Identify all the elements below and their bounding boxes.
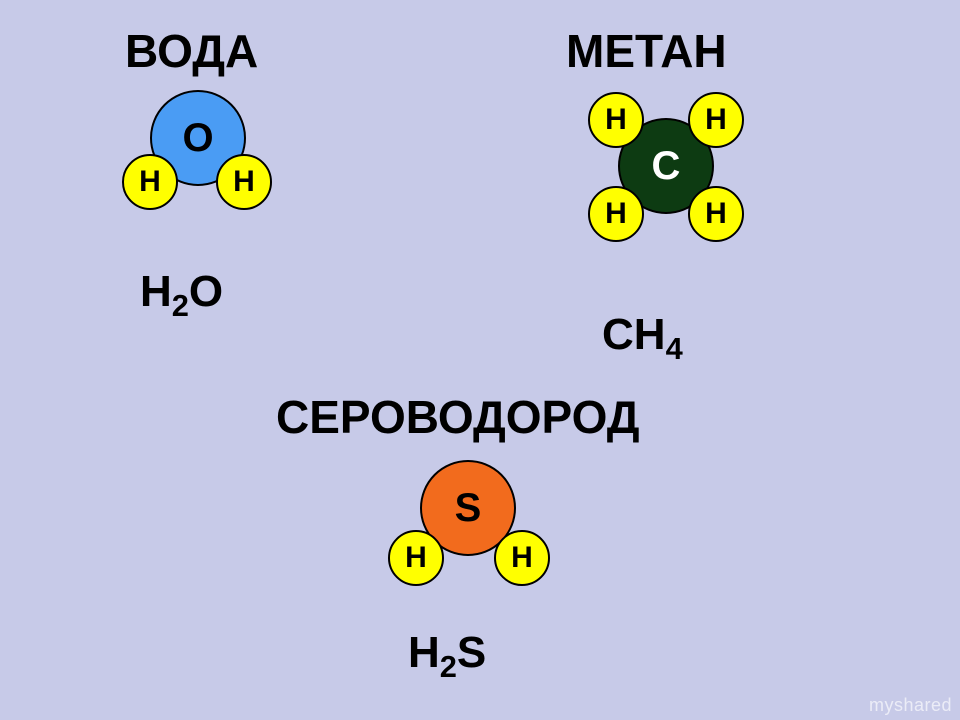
methane-molecule: C H H H H [570,86,770,266]
water-title: ВОДА [125,24,258,78]
h2s-title: СЕРОВОДОРОД [276,390,640,444]
formula-part: H [140,267,172,316]
watermark: myshared [869,695,952,716]
formula-part: S [457,628,486,677]
methane-title: МЕТАН [566,24,727,78]
water-hydrogen-atom: H [122,154,178,210]
formula-part: O [189,267,223,316]
methane-hydrogen-atom: H [588,92,644,148]
h2s-hydrogen-atom: H [388,530,444,586]
diagram-container: ВОДА O H H H2O МЕТАН C H H H H CH4 СЕРОВ… [0,0,960,720]
water-formula: H2O [140,267,223,324]
formula-subscript: 2 [440,649,457,684]
formula-part: CH [602,310,666,359]
h2s-molecule: S H H [378,460,568,610]
methane-hydrogen-atom: H [688,186,744,242]
methane-hydrogen-atom: H [588,186,644,242]
water-hydrogen-atom: H [216,154,272,210]
water-molecule: O H H [110,90,290,230]
formula-subscript: 2 [172,288,189,323]
formula-part: H [408,628,440,677]
h2s-formula: H2S [408,628,486,685]
formula-subscript: 4 [666,331,683,366]
h2s-hydrogen-atom: H [494,530,550,586]
methane-hydrogen-atom: H [688,92,744,148]
methane-formula: CH4 [602,310,683,367]
